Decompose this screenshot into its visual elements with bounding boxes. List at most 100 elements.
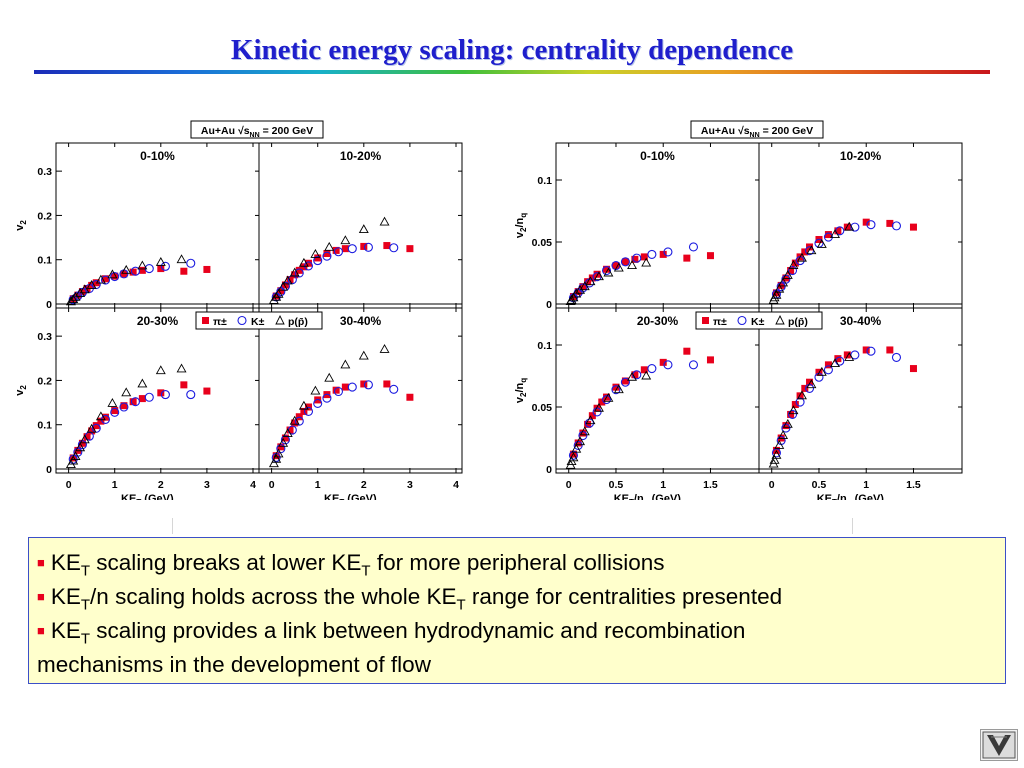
pion-point	[111, 272, 119, 280]
panel-label: 0-10%	[140, 149, 175, 163]
header-text-part: Au+Au	[701, 125, 738, 137]
y-axis-label-part: 2	[519, 227, 528, 232]
kaon-point	[632, 253, 642, 263]
pion-point	[886, 219, 894, 227]
pion-point	[683, 254, 691, 262]
x-axis-label: KET​/nq​ (GeV)	[614, 493, 682, 500]
pion-point	[631, 255, 639, 263]
pion-point	[295, 266, 303, 274]
pion-point	[304, 259, 312, 267]
kaon-point	[601, 395, 612, 405]
y-axis-label-part: 2	[19, 220, 28, 225]
pion-point	[360, 380, 368, 388]
y-tick-label: 0.05	[532, 237, 553, 249]
pion-point	[88, 427, 96, 435]
pion-point	[272, 292, 280, 300]
bullet-text: KE	[50, 550, 81, 575]
kaon-point	[276, 444, 286, 454]
proton-point	[575, 436, 586, 446]
panel-20-30%: 0 0.05 0.1 v2​/nq​ 0 0.5 1 1.5 KET​/nq​ (GeV) 20-…	[514, 308, 759, 500]
pion-point	[588, 274, 596, 282]
proton-point	[289, 415, 300, 425]
x-axis-label-part: q	[644, 498, 649, 500]
pion-point	[277, 287, 285, 295]
pion-point	[612, 262, 620, 270]
proton-point	[340, 235, 351, 245]
university-logo	[980, 729, 1018, 761]
pion-point	[659, 358, 667, 366]
y-tick-label: 0.3	[37, 166, 52, 178]
pion-point	[579, 283, 587, 291]
bullet-text: range for centralities presented	[465, 584, 783, 609]
proton-point	[324, 372, 335, 382]
legend: π± K± p(p̄)	[695, 311, 823, 330]
x-axis-label: KET​ (GeV)	[324, 493, 377, 500]
pion-point	[286, 276, 294, 284]
pion-point	[101, 275, 109, 283]
pion-point	[772, 289, 780, 297]
proton-point	[107, 398, 118, 407]
kaon-point	[866, 346, 876, 356]
x-tick-label: 0	[269, 479, 275, 491]
proton-point	[379, 344, 390, 353]
pion-point	[782, 274, 790, 282]
kaon-point	[347, 244, 357, 254]
pion-point	[598, 398, 606, 406]
kaon-point	[313, 256, 323, 266]
pion-point	[801, 384, 809, 392]
pion-point	[631, 371, 639, 379]
proton-point	[68, 455, 79, 465]
header-box: Au+Au √sNN​ = 200 GeV	[190, 120, 324, 139]
proton-point	[298, 257, 309, 267]
panel-0-10%: 0 0.05 0.1 v2​/nq​ 0-10%	[514, 143, 759, 311]
kaon-point	[891, 221, 902, 231]
pion-point	[621, 258, 629, 266]
proton-point	[95, 411, 106, 421]
kaon-point	[110, 271, 120, 282]
pion-point	[579, 429, 587, 437]
proton-point	[771, 449, 782, 459]
kaon-point	[303, 406, 314, 416]
proton-point	[816, 239, 827, 248]
pion-point	[157, 265, 165, 273]
kaon-point	[294, 416, 304, 426]
x-tick-label: 2	[158, 479, 164, 491]
pion-point	[203, 387, 211, 395]
proton-point	[778, 430, 789, 439]
proton-point	[79, 434, 90, 444]
kaon-point	[333, 247, 344, 257]
pion-point	[806, 378, 814, 386]
kaon-point	[795, 397, 805, 407]
pion-point	[796, 392, 804, 400]
subscript-text: T	[80, 562, 91, 580]
proton-point	[571, 443, 582, 453]
pion-point	[138, 266, 146, 274]
figure-v2-vs-ket: Au+Au √sNN​ = 200 GeV 0 0.1 0.2 0.3 v2​ 0-10% 1…	[8, 100, 488, 500]
kaon-point	[647, 249, 657, 259]
x-axis-label: KET​/nq​ (GeV)	[817, 493, 885, 500]
x-axis-label-part: T	[339, 498, 344, 500]
pion-point	[621, 377, 629, 385]
pion-point	[286, 426, 294, 434]
legend-pion-label: π±	[713, 316, 727, 328]
panel-label: 20-30%	[137, 314, 179, 328]
kaon-point	[823, 365, 833, 375]
chart-svg-left: Au+Au √sNN​ = 200 GeV 0 0.1 0.2 0.3 v2​ 0-10% 1…	[14, 120, 463, 500]
y-tick-label: 0.1	[37, 420, 52, 432]
proton-point	[282, 428, 293, 438]
proton-point	[340, 359, 351, 369]
proton-point	[603, 267, 614, 277]
proton-point	[830, 229, 841, 239]
x-axis-label-part: (GeV)	[852, 493, 885, 500]
y-axis-label-part: 2	[19, 385, 28, 390]
legend-kaon-label: K±	[751, 316, 765, 328]
bullet-text: mechanisms in the development of flow	[37, 652, 431, 677]
pion-point	[78, 439, 86, 447]
proton-point	[68, 294, 79, 304]
y-tick-label: 0	[546, 464, 552, 476]
y-axis-label-part: /n	[514, 382, 526, 392]
panel-label: 0-10%	[640, 149, 675, 163]
proton-point	[155, 256, 166, 266]
pion-point	[909, 223, 917, 231]
y-axis-label: v2​/nq​	[514, 213, 528, 238]
